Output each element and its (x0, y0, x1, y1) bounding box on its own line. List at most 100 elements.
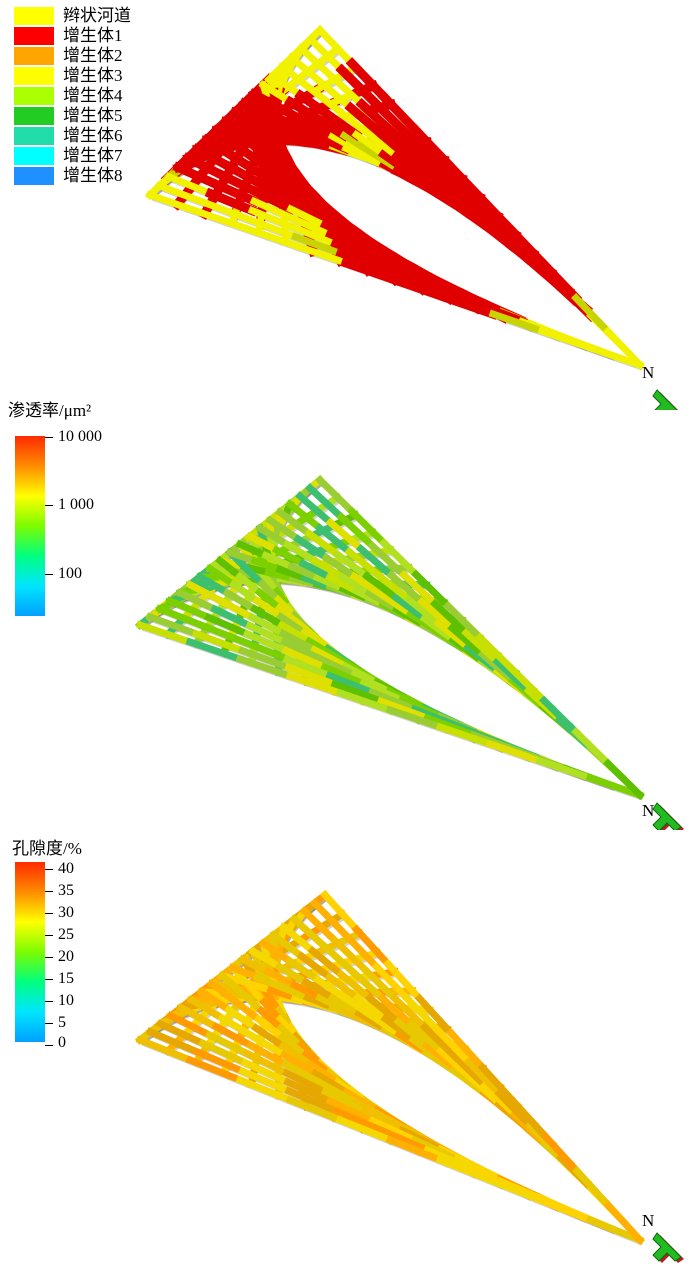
grid-bar (334, 106, 374, 139)
legend-label: 增生体1 (63, 26, 123, 45)
grid-bar (274, 1014, 301, 1042)
legend-label: 增生体6 (63, 126, 123, 145)
grid-bar (235, 1075, 295, 1105)
grid-bar (197, 621, 250, 647)
permeability-grid-lattice (135, 475, 645, 801)
grid-bar (195, 571, 233, 598)
grid-bar (305, 34, 347, 75)
grid-bar (284, 663, 340, 689)
grid-bar (585, 773, 645, 800)
permeability-colorbar-title: 渗透率/μm² (8, 401, 92, 420)
grid-bar (324, 972, 363, 1003)
legend-swatch (14, 47, 54, 65)
porosity-grid-model: N (135, 890, 684, 1263)
grid-bar-shadow (282, 581, 307, 588)
grid-bar (225, 548, 260, 566)
grid-bar (509, 1097, 551, 1142)
grid-bar (327, 131, 364, 156)
grid-bar (324, 229, 375, 259)
grid-bar (251, 1023, 289, 1052)
grid-bar (485, 1175, 545, 1205)
facies-grid-model: N (145, 25, 678, 410)
grid-bar (463, 1056, 505, 1099)
grid-bar (204, 187, 259, 217)
grid-bar (164, 172, 216, 199)
grid-bar (240, 1058, 293, 1087)
grid-bar (371, 255, 425, 285)
grid-bar (386, 570, 427, 607)
legend-label: 增生体3 (63, 66, 123, 85)
grid-bar (335, 1115, 395, 1145)
grid-bar (441, 157, 487, 204)
grid-bar (361, 571, 401, 603)
grid-bar (414, 993, 456, 1038)
grid-bar (254, 167, 294, 197)
grid-bar (155, 604, 207, 631)
grid-bar (377, 90, 423, 137)
grid-bar (256, 1005, 286, 1034)
grid-bar (185, 1055, 245, 1085)
porosity-tick-mark (45, 1023, 53, 1024)
legend-label: 辫状河道 (63, 6, 131, 25)
grid-bar (266, 985, 300, 1002)
grid-bar (215, 555, 245, 582)
grid-bar (206, 978, 241, 1007)
grid-bar (398, 569, 440, 609)
grid-bar (281, 646, 330, 672)
grid-bar (274, 102, 313, 129)
grid-bar (325, 1096, 378, 1126)
grid-bar (507, 664, 549, 706)
grid-bar (249, 196, 297, 223)
grid-bar (312, 573, 348, 594)
grid-bar (280, 637, 325, 664)
grid-bar (282, 654, 335, 681)
grid-bar (314, 131, 352, 155)
grid-bar (374, 570, 414, 605)
grid-bar (335, 247, 392, 277)
north-arrow-icon: N (642, 1211, 684, 1263)
grid-bar (211, 1021, 256, 1051)
porosity-tick-mark (45, 957, 53, 958)
grid-bar (367, 540, 409, 580)
grid-bar (277, 1032, 311, 1061)
grid-bar (154, 181, 210, 208)
grid-bar (355, 97, 399, 139)
grid-bar (438, 291, 499, 320)
grid-bar (314, 523, 355, 557)
grid-bar (335, 63, 380, 107)
grid-bar (336, 969, 375, 1004)
grid-bar (238, 1066, 294, 1096)
grid-bar (390, 592, 430, 624)
grid-bar (347, 506, 389, 548)
porosity-panel: 孔隙度/% 40 35 30 25 20 15 10 5 0 N (0, 830, 700, 1287)
grid-bar (305, 1059, 343, 1088)
grid-bar (216, 596, 257, 623)
grid-bar (364, 993, 404, 1027)
grid-bar (252, 595, 286, 622)
grid-bar (429, 598, 472, 638)
grid-bar (351, 924, 393, 969)
grid-bar (330, 1106, 386, 1135)
grid-bar (309, 898, 351, 940)
grid-bar (175, 588, 220, 614)
grid-bar (294, 89, 335, 122)
grid-bar (210, 604, 255, 631)
grid-bar (235, 539, 271, 561)
grid-bar (406, 1019, 446, 1056)
grid-bar (494, 1088, 536, 1131)
grid-bar (289, 980, 325, 1003)
grid-bar (389, 274, 450, 303)
grid-bar (376, 1125, 432, 1155)
grid-bar (298, 558, 335, 582)
grid-bar (377, 148, 419, 181)
grid-bar (309, 645, 351, 672)
grid-bar (278, 922, 318, 956)
grid-bar (571, 293, 613, 337)
legend-label: 增生体7 (63, 146, 123, 165)
grid-bar (275, 1023, 306, 1051)
grid-bar (273, 594, 299, 621)
grid-bar (428, 155, 473, 200)
grid-bar (344, 101, 387, 140)
grid-bar (249, 604, 287, 630)
grid-bar (371, 961, 413, 1004)
